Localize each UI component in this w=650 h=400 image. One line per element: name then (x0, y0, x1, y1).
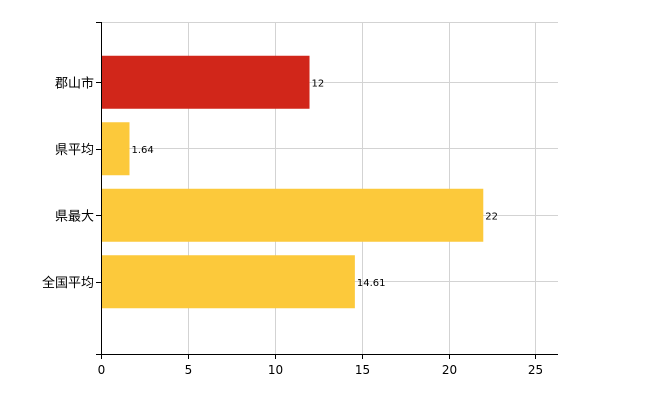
data-label-4: 14.61 (357, 278, 386, 289)
bar-4 (101, 255, 355, 309)
category-label-2: 県平均 (55, 143, 94, 158)
x-tick-label-10: 10 (268, 363, 283, 377)
bar-1 (101, 55, 310, 109)
x-tick-label-15: 15 (355, 363, 370, 377)
x-tick-label-0: 0 (98, 363, 106, 377)
category-label-4: 全国平均 (42, 275, 94, 291)
bar-3 (101, 188, 484, 242)
x-tick-label-20: 20 (442, 363, 457, 377)
bar-2 (101, 122, 130, 176)
data-label-2: 1.64 (131, 145, 153, 156)
data-label-3: 22 (485, 211, 498, 222)
x-tick-label-25: 25 (528, 363, 543, 377)
data-label-1: 12 (312, 78, 325, 89)
category-label-3: 県最大 (55, 209, 94, 224)
x-tick-label-5: 5 (185, 363, 193, 377)
category-label-1: 郡山市 (55, 75, 94, 91)
